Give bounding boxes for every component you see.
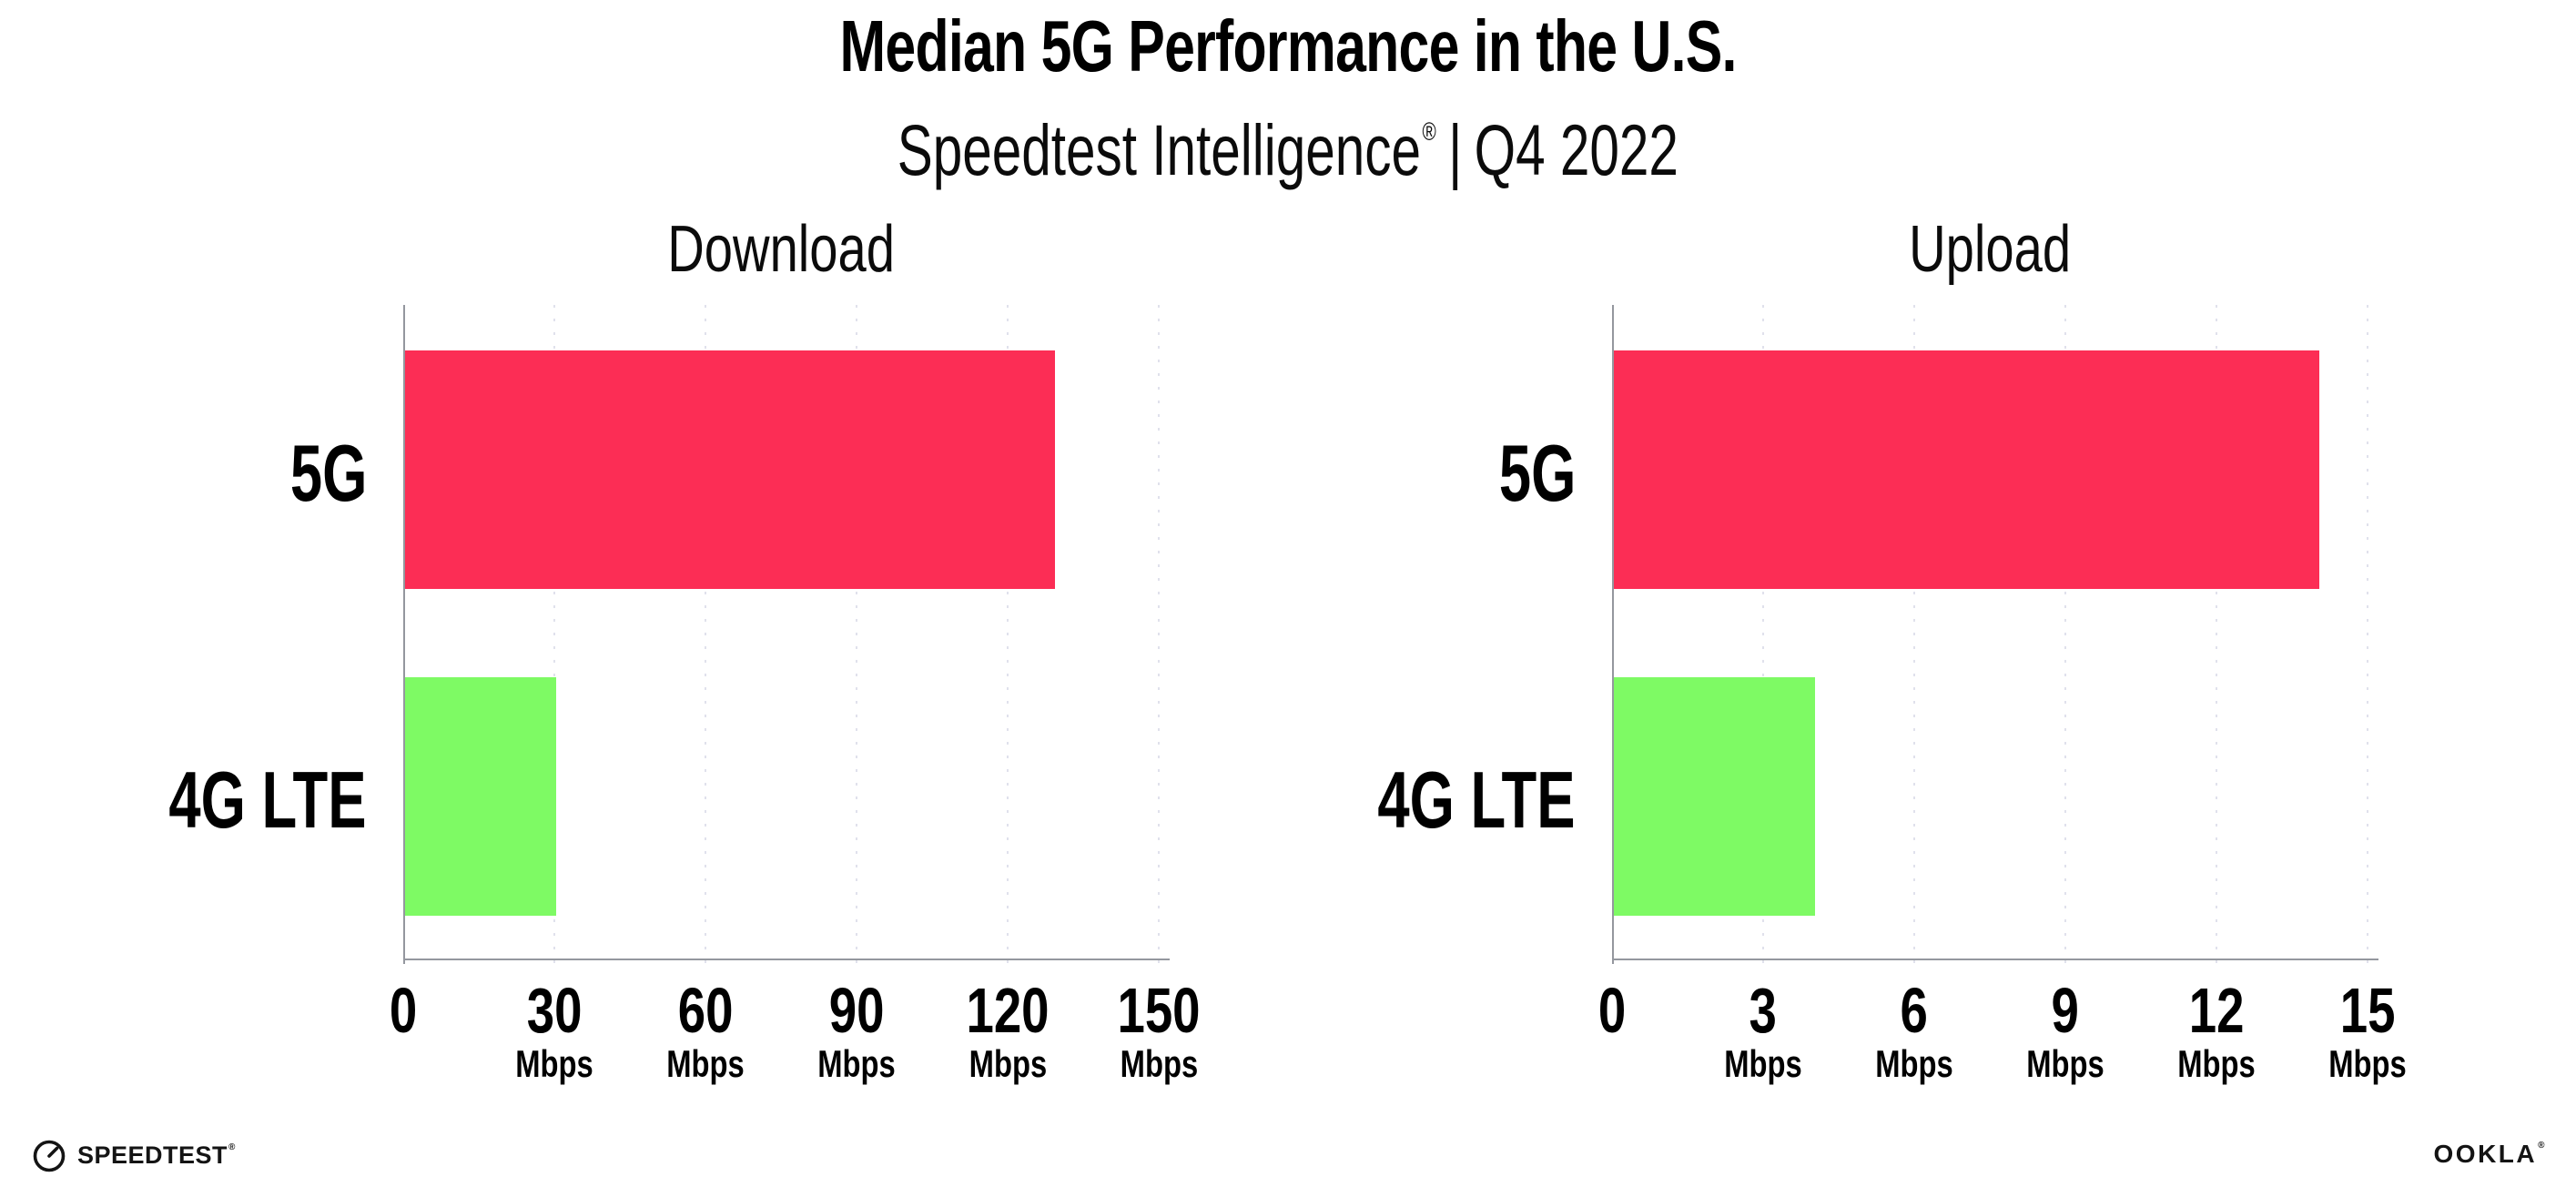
page-title-text: Median 5G Performance in the U.S.: [839, 5, 1737, 86]
download-chart-panel: Download 5G 4G LTE 0 30 Mbps 60 Mbps 90 Mbps 120…: [0, 213, 1201, 1109]
x-tick-unit: Mbps: [515, 1042, 593, 1085]
bar-4g-lte: [405, 676, 556, 916]
gridline: [856, 305, 857, 968]
x-tick-unit: Mbps: [1120, 1042, 1198, 1085]
x-tick-label: 150 Mbps: [1106, 979, 1212, 1085]
gridline: [1158, 305, 1160, 968]
x-tick-unit: Mbps: [817, 1042, 896, 1085]
download-x-axis-ticks: 0 30 Mbps 60 Mbps 90 Mbps 120 Mbps 150 Mbps: [390, 979, 1201, 1109]
subtitle-separator: |: [1448, 109, 1463, 190]
registered-trademark-symbol: ®: [1422, 117, 1436, 146]
x-tick-unit: Mbps: [2328, 1042, 2407, 1085]
subtitle-period: Q4 2022: [1474, 109, 1679, 190]
x-tick-unit: Mbps: [2026, 1042, 2104, 1085]
x-axis-line: [1612, 959, 2378, 960]
gridline: [2064, 305, 2066, 968]
x-tick-label: 60 Mbps: [655, 979, 756, 1085]
upload-plot-area: [1612, 305, 2378, 968]
x-tick-label: 12 Mbps: [2166, 979, 2267, 1085]
bar-5g: [405, 350, 1055, 589]
x-tick-label: 0: [389, 975, 418, 1046]
x-tick-unit: Mbps: [666, 1042, 745, 1085]
y-axis-label-5g: 5G: [289, 428, 367, 519]
download-chart-title: Download: [667, 213, 895, 286]
y-axis-spine: [1612, 305, 1614, 964]
registered-trademark-symbol: ®: [2538, 1141, 2547, 1151]
x-tick-unit: Mbps: [1724, 1042, 1802, 1085]
x-tick-label: 0: [1597, 975, 1627, 1046]
upload-chart-panel: Upload 5G 4G LTE 0 3 Mbps 6 Mbps 9 Mbps 12 Mbps 15…: [1209, 0, 2576, 1197]
ookla-logo: OOKLA®: [2434, 1141, 2547, 1167]
speedtest-gauge-icon: [31, 1137, 67, 1173]
bar-5g: [1614, 350, 2319, 589]
x-tick-unit: Mbps: [1875, 1042, 1953, 1085]
ookla-wordmark: OOKLA: [2433, 1140, 2538, 1168]
registered-trademark-symbol: ®: [228, 1141, 236, 1152]
gridline: [705, 305, 706, 968]
y-axis-label-4g-lte: 4G LTE: [1377, 755, 1576, 846]
x-tick-label: 30 Mbps: [504, 979, 604, 1085]
x-tick-unit: Mbps: [2177, 1042, 2256, 1085]
upload-y-axis-labels: 5G 4G LTE: [1209, 305, 1576, 959]
subtitle-brand: Speedtest Intelligence: [897, 109, 1422, 190]
x-tick-label: 9 Mbps: [2015, 979, 2115, 1085]
gridline: [2216, 305, 2217, 968]
upload-chart-title: Upload: [1909, 213, 2071, 286]
x-tick-label: 90 Mbps: [806, 979, 907, 1085]
x-tick-label: 6 Mbps: [1864, 979, 1964, 1085]
gridline: [1007, 305, 1009, 968]
speedtest-wordmark: SPEEDTEST®: [77, 1141, 236, 1169]
page-title: Median 5G Performance in the U.S.: [0, 4, 2576, 89]
x-tick-unit: Mbps: [969, 1042, 1047, 1085]
x-tick-label: 15 Mbps: [2317, 979, 2418, 1085]
upload-x-axis-ticks: 0 3 Mbps 6 Mbps 9 Mbps 12 Mbps 15 Mbps: [1598, 979, 2407, 1109]
y-axis-label-5g: 5G: [1498, 428, 1576, 519]
y-axis-label-4g-lte: 4G LTE: [168, 755, 367, 846]
gridline: [553, 305, 555, 968]
x-tick-label: 3 Mbps: [1713, 979, 1813, 1085]
page-subtitle-text: Speedtest Intelligence® | Q4 2022: [898, 89, 1678, 193]
x-axis-line: [403, 959, 1170, 960]
y-axis-spine: [403, 305, 405, 964]
x-tick-label: 120 Mbps: [955, 979, 1061, 1085]
bar-4g-lte: [1614, 676, 1816, 916]
gridline: [1762, 305, 1764, 968]
download-plot-area: [403, 305, 1170, 968]
page-subtitle: Speedtest Intelligence® | Q4 2022: [0, 89, 2576, 193]
gridline: [1913, 305, 1915, 968]
download-y-axis-labels: 5G 4G LTE: [0, 305, 367, 959]
gridline: [2367, 305, 2368, 968]
speedtest-logo: SPEEDTEST®: [31, 1136, 236, 1174]
